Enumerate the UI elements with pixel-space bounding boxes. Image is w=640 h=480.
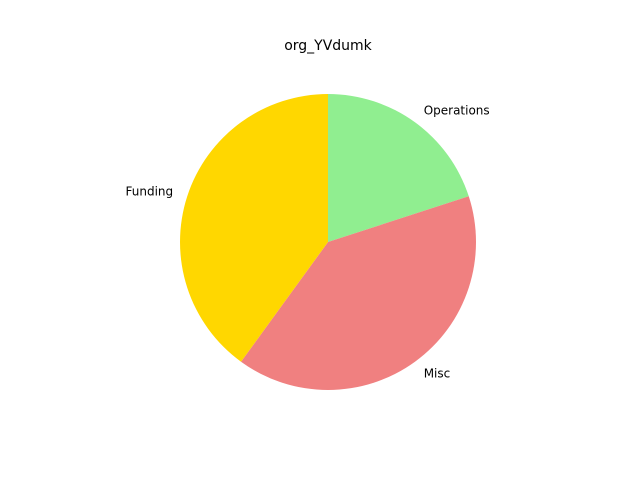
pie-label-funding: Funding <box>126 185 174 199</box>
pie-label-misc: Misc <box>424 367 451 381</box>
pie-label-operations: Operations <box>424 103 490 117</box>
chart-title: org_YVdumk <box>284 38 372 54</box>
pie-slices <box>180 94 477 390</box>
pie-labels: Operations Misc Funding <box>126 103 490 380</box>
pie-slice-misc <box>241 196 477 390</box>
pie-slice-operations <box>328 94 469 242</box>
pie-slice-funding <box>180 94 328 362</box>
